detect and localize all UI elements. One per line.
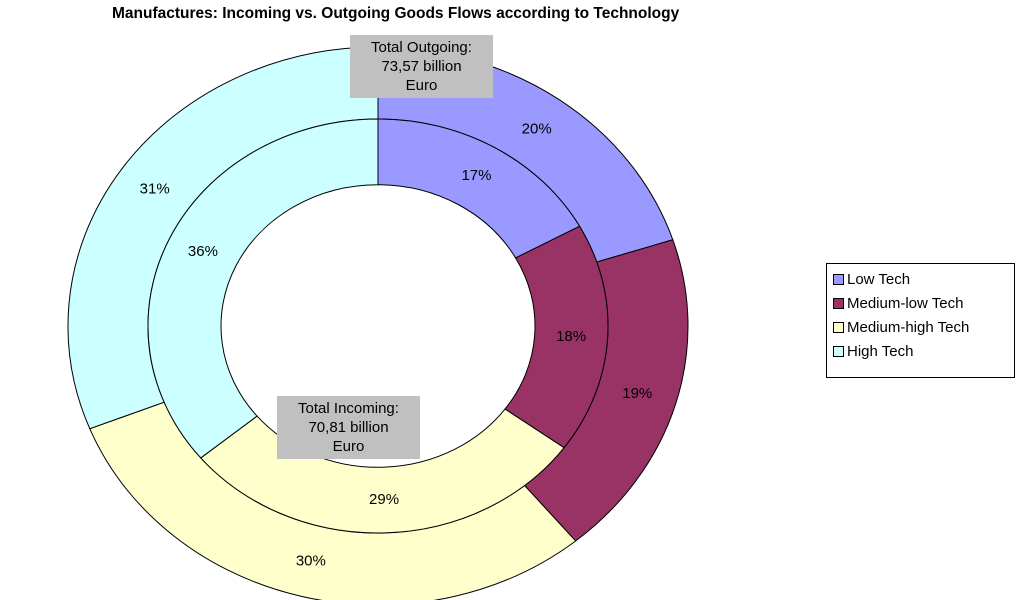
legend-swatch: [833, 321, 844, 333]
chart-title: Manufactures: Incoming vs. Outgoing Good…: [112, 5, 680, 22]
data-label: 19%: [622, 385, 652, 402]
annotation: Total Incoming: 70,81 billion Euro: [277, 396, 420, 459]
data-label: 36%: [188, 243, 218, 260]
legend-item: Medium-high Tech: [833, 315, 1014, 339]
data-label: 30%: [296, 552, 326, 569]
data-label: 29%: [369, 491, 399, 508]
legend-swatch: [833, 273, 844, 285]
legend-swatch: [833, 297, 844, 309]
legend-label: Low Tech: [847, 270, 911, 288]
legend-item: Medium-low Tech: [833, 291, 1014, 315]
data-label: 20%: [522, 120, 552, 137]
data-label: 31%: [140, 180, 170, 197]
legend-label: Medium-high Tech: [847, 318, 970, 336]
legend-swatch: [833, 345, 844, 357]
legend-item: Low Tech: [833, 267, 1014, 291]
data-label: 17%: [461, 167, 491, 184]
data-label: 18%: [556, 328, 586, 345]
legend: Low Tech Medium-low Tech Medium-high Tech H…: [826, 263, 1015, 378]
doughnut-segment: [147, 118, 379, 459]
annotation: Total Outgoing: 73,57 billion Euro: [350, 35, 493, 98]
legend-label: Medium-low Tech: [847, 294, 964, 312]
legend-label: High Tech: [847, 342, 914, 360]
legend-item: High Tech: [833, 339, 1014, 363]
doughnut-segment: [200, 408, 565, 534]
